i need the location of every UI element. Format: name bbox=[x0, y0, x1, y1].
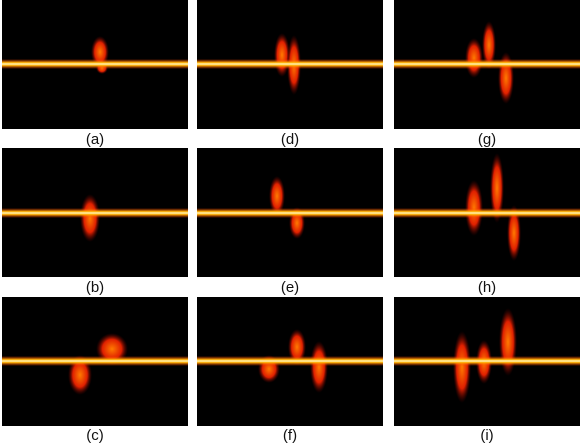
caption-e: (e) bbox=[280, 279, 300, 296]
spectrogram-panel-e bbox=[197, 148, 383, 277]
spectrogram-panel-g bbox=[394, 0, 580, 129]
spectrogram-panel-f bbox=[197, 297, 383, 426]
caption-h: (h) bbox=[477, 279, 497, 296]
caption-g: (g) bbox=[477, 131, 497, 148]
caption-i: (i) bbox=[480, 427, 494, 444]
spectrogram-panel-h bbox=[394, 148, 580, 277]
spectrogram-panel-i bbox=[394, 297, 580, 426]
spectrogram-panel-d bbox=[197, 0, 383, 129]
spectrogram-panel-a bbox=[2, 0, 188, 129]
caption-c: (c) bbox=[86, 427, 104, 444]
caption-d: (d) bbox=[280, 131, 300, 148]
caption-f: (f) bbox=[282, 427, 298, 444]
spectrogram-panel-c bbox=[2, 297, 188, 426]
caption-a: (a) bbox=[85, 131, 105, 148]
caption-b: (b) bbox=[85, 279, 105, 296]
spectrogram-panel-b bbox=[2, 148, 188, 277]
